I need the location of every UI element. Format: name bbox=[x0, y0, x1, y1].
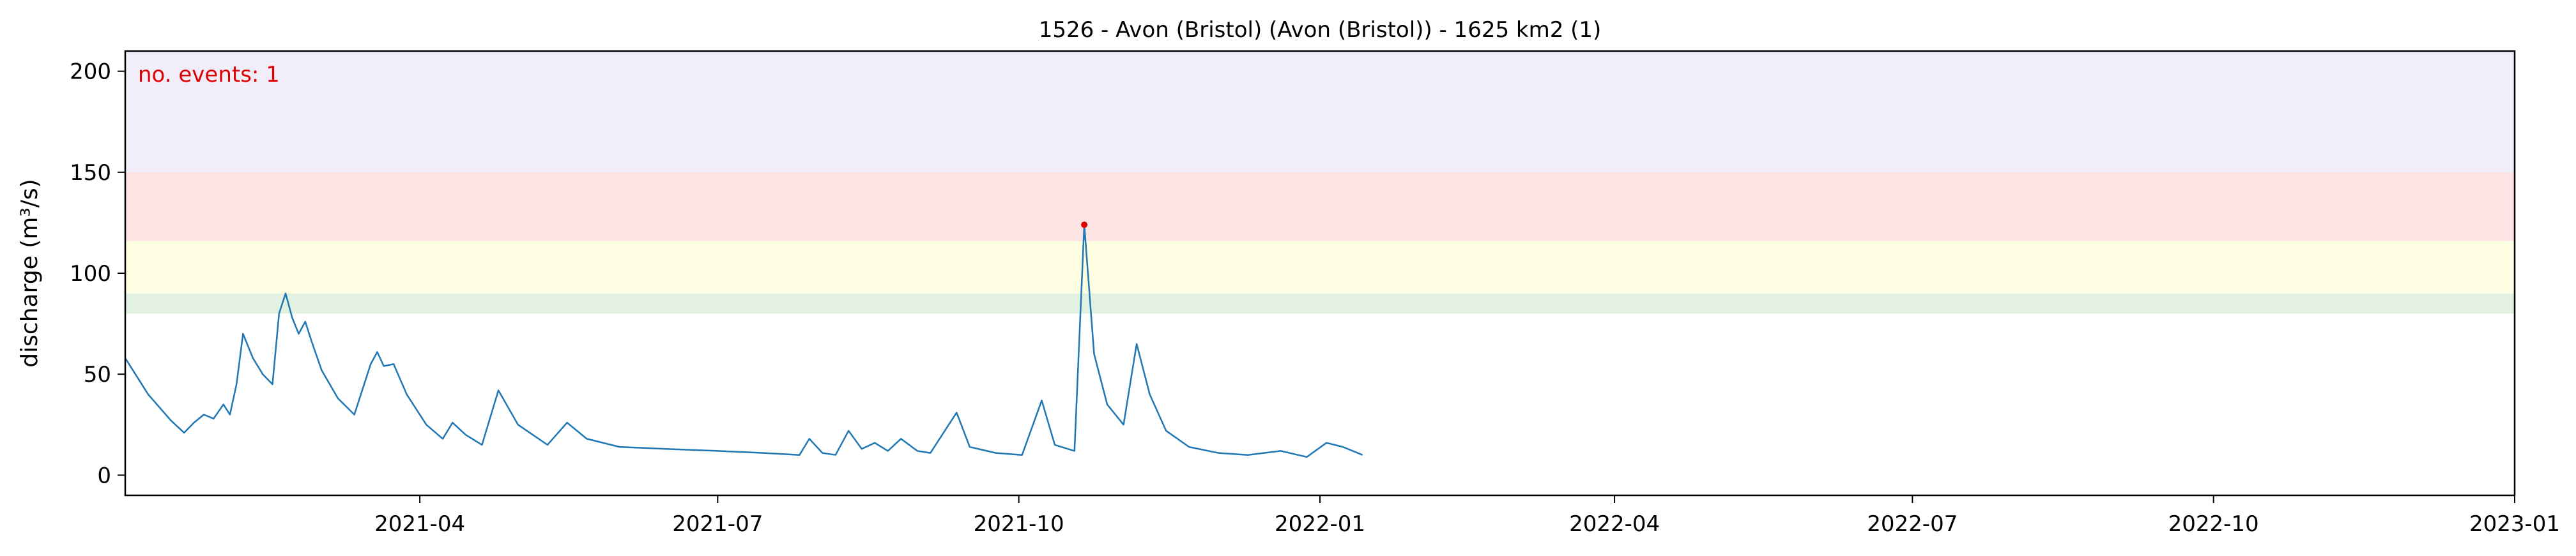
threshold-band-2 bbox=[125, 172, 2515, 241]
threshold-band-3 bbox=[125, 51, 2515, 172]
y-tick-label: 100 bbox=[70, 261, 111, 287]
y-tick-label: 200 bbox=[70, 59, 111, 85]
series-line-0 bbox=[124, 223, 1363, 458]
x-tick-label: 2023-01 bbox=[2469, 511, 2560, 537]
y-tick-label: 0 bbox=[97, 463, 111, 488]
event-point bbox=[1081, 222, 1088, 229]
x-tick-label: 2022-04 bbox=[1569, 511, 1660, 537]
x-tick-label: 2022-01 bbox=[1275, 511, 1365, 537]
event-count-annotation: no. events: 1 bbox=[138, 62, 280, 87]
plot-frame bbox=[124, 50, 2516, 497]
threshold-band-0 bbox=[125, 293, 2515, 314]
y-tick-label: 50 bbox=[84, 362, 111, 387]
y-tick-label: 150 bbox=[70, 160, 111, 186]
threshold-bands bbox=[125, 51, 2515, 314]
x-tick-label: 2021-04 bbox=[374, 511, 465, 537]
x-ticks: 2021-04 2021-07 2021-10 2022-01 2022-04 2022-… bbox=[374, 495, 2560, 537]
series-layer bbox=[124, 223, 1363, 458]
y-axis-label: discharge (m³/s) bbox=[17, 179, 43, 367]
x-tick-label: 2022-10 bbox=[2168, 511, 2259, 537]
threshold-band-1 bbox=[125, 241, 2515, 294]
x-tick-label: 2021-10 bbox=[974, 511, 1064, 537]
chart-title: 1526 - Avon (Bristol) (Avon (Bristol)) -… bbox=[1039, 17, 1602, 43]
x-tick-label: 2022-07 bbox=[1867, 511, 1958, 537]
event-layer bbox=[1081, 222, 1088, 229]
y-ticks: 0 50 100 150 200 bbox=[70, 59, 125, 488]
x-tick-label: 2021-07 bbox=[672, 511, 763, 537]
